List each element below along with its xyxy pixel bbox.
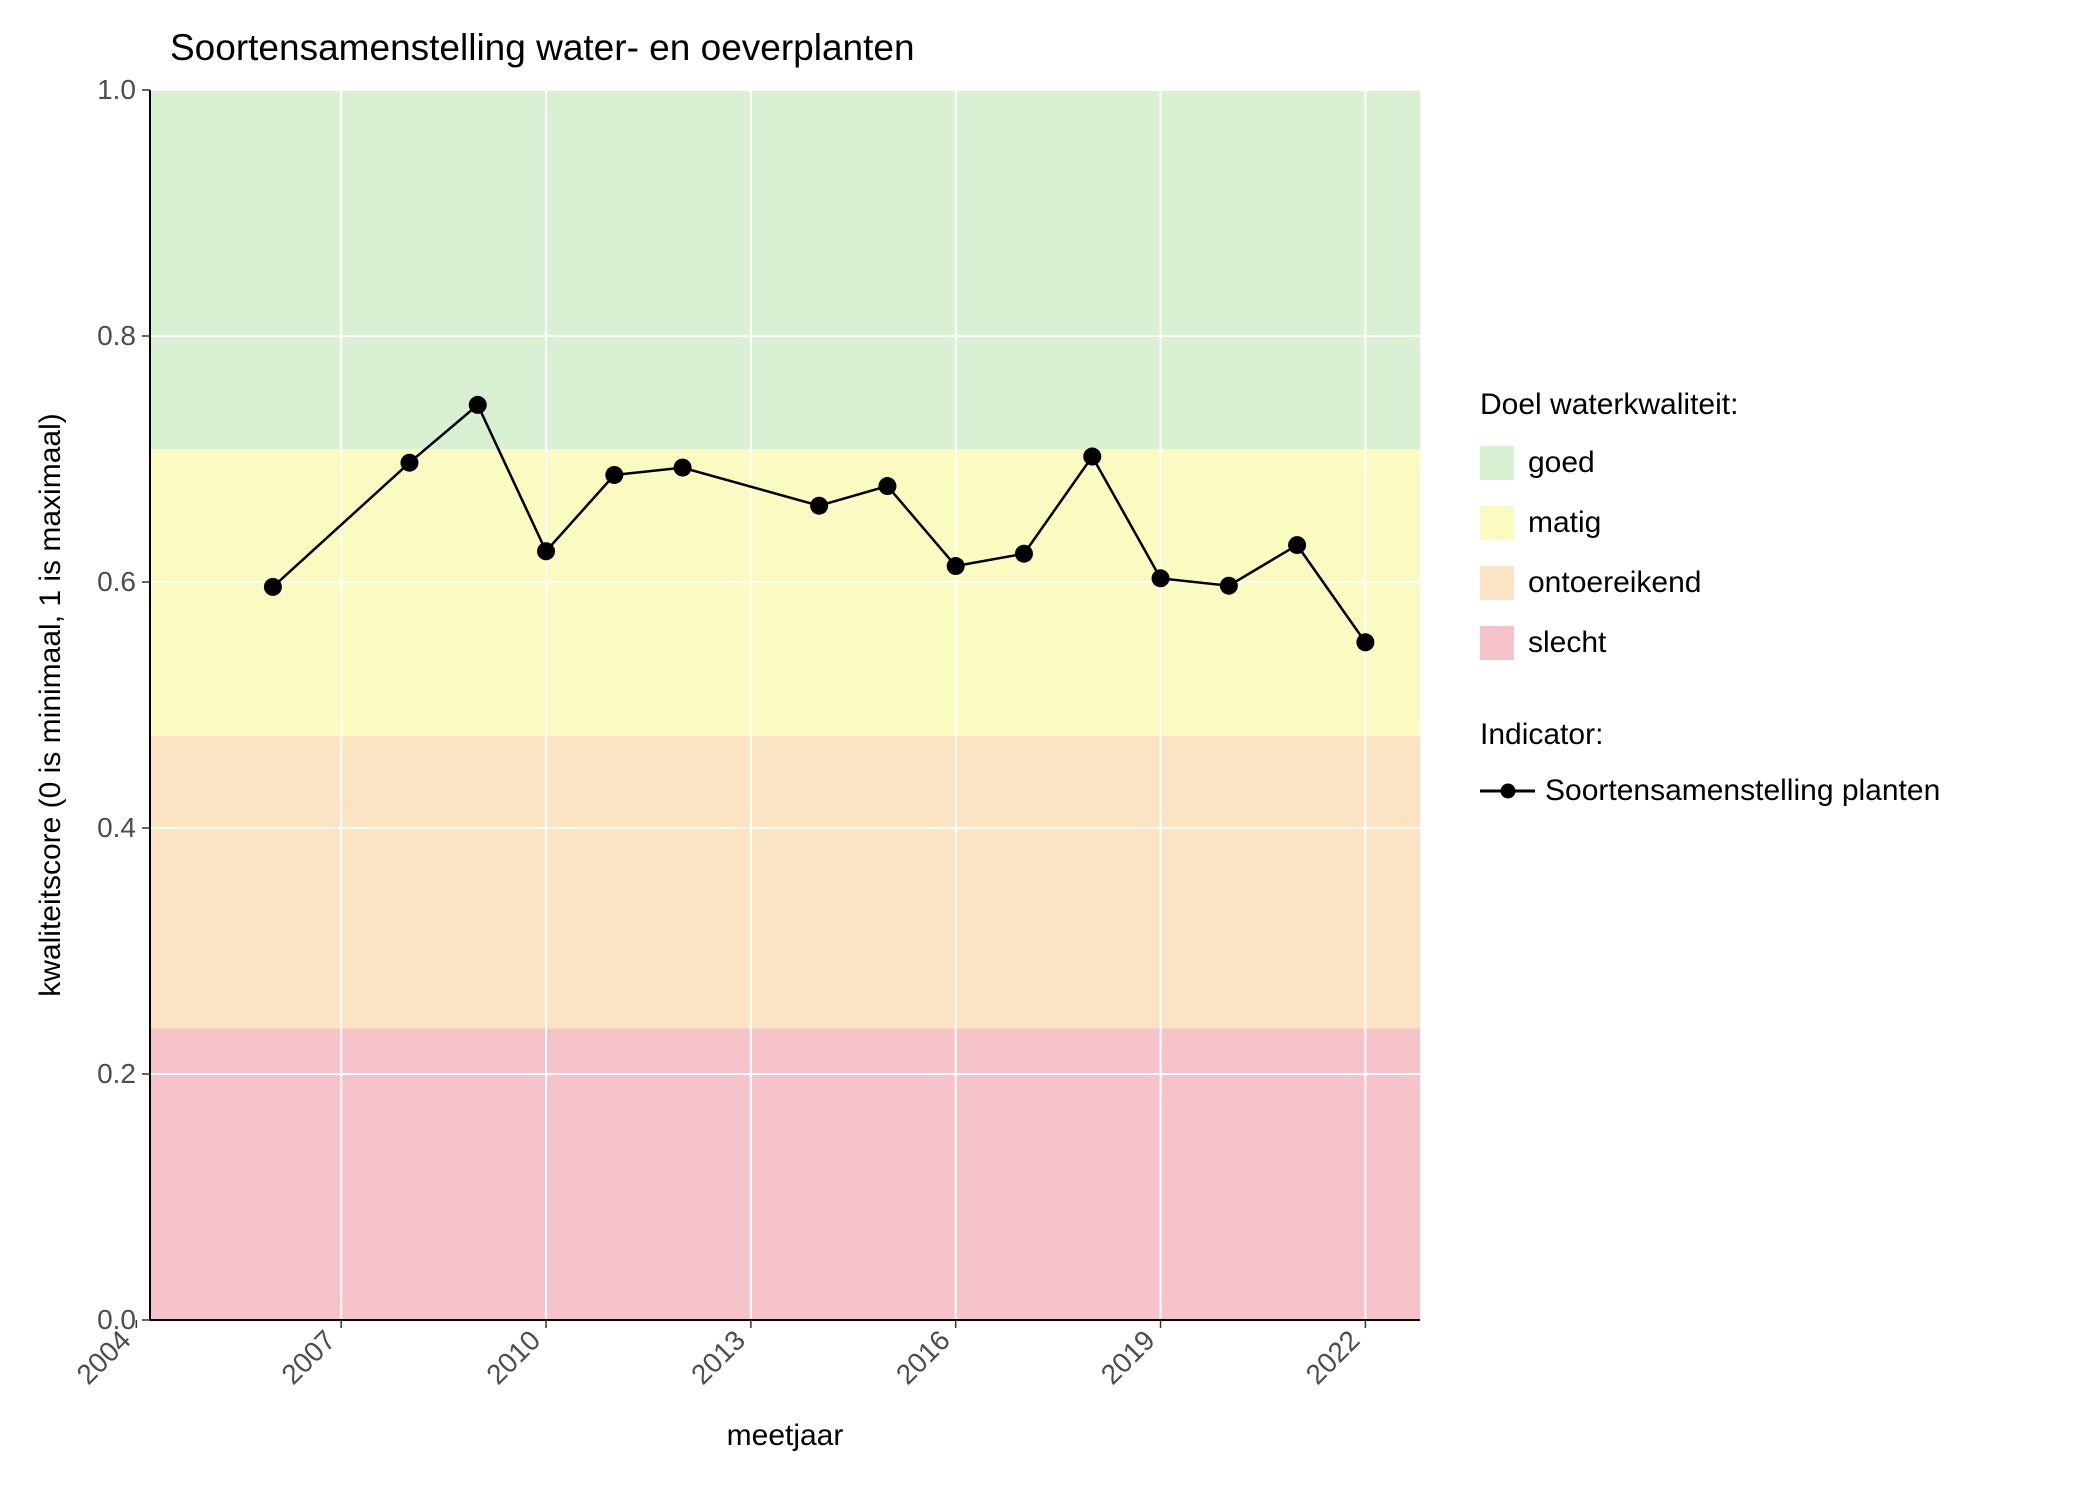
- series-marker: [605, 466, 623, 484]
- series-marker: [1015, 545, 1033, 563]
- y-axis-label: kwaliteitscore (0 is minimaal, 1 is maxi…: [34, 413, 67, 996]
- series-marker: [947, 557, 965, 575]
- legend-quality-title: Doel waterkwaliteit:: [1480, 390, 1940, 420]
- x-tick-label: 2007: [275, 1324, 341, 1390]
- legend-indicator-items: Soortensamenstelling planten: [1480, 776, 1940, 806]
- chart-container: Soortensamenstelling water- en oeverplan…: [0, 0, 2100, 1490]
- x-tick-label: 2013: [685, 1324, 751, 1390]
- legend-quality-item: matig: [1480, 506, 1940, 540]
- series-marker: [1083, 448, 1101, 466]
- series-marker: [1356, 633, 1374, 651]
- y-tick-label: 1.0: [97, 74, 136, 105]
- legend-quality-label: goed: [1528, 448, 1595, 478]
- legend-indicator-item: Soortensamenstelling planten: [1480, 776, 1940, 806]
- series-marker: [674, 459, 692, 477]
- legend-quality-item: goed: [1480, 446, 1940, 480]
- series-marker: [1152, 569, 1170, 587]
- legend-quality-items: goed matig ontoereikend slecht: [1480, 446, 1940, 660]
- x-axis-label: meetjaar: [727, 1419, 844, 1452]
- series-marker: [810, 497, 828, 515]
- legend-quality-item: slecht: [1480, 626, 1940, 660]
- legend-quality-label: ontoereikend: [1528, 568, 1701, 598]
- legend-quality-label: slecht: [1528, 628, 1606, 658]
- legend-indicator-title: Indicator:: [1480, 720, 1940, 750]
- series-marker: [264, 578, 282, 596]
- legend-swatch: [1480, 446, 1514, 480]
- y-tick-label: 0.2: [97, 1058, 136, 1089]
- legend-indicator-label: Soortensamenstelling planten: [1545, 776, 1940, 806]
- y-tick-label: 0.8: [97, 320, 136, 351]
- x-tick-label: 2022: [1300, 1324, 1366, 1390]
- legend-swatch: [1480, 626, 1514, 660]
- legend-quality-label: matig: [1528, 508, 1601, 538]
- indicator-sample: [1480, 790, 1535, 792]
- chart-title: Soortensamenstelling water- en oeverplan…: [170, 27, 915, 68]
- legend-swatch: [1480, 566, 1514, 600]
- series-marker: [1220, 577, 1238, 595]
- x-tick-label: 2016: [890, 1324, 956, 1390]
- y-tick-label: 0.6: [97, 566, 136, 597]
- x-tick-label: 2010: [480, 1324, 546, 1390]
- x-tick-label: 2019: [1095, 1324, 1161, 1390]
- series-marker: [1288, 536, 1306, 554]
- legend-swatch: [1480, 506, 1514, 540]
- chart-plot-area: Soortensamenstelling water- en oeverplan…: [20, 20, 1430, 1470]
- y-tick-label: 0.4: [97, 812, 136, 843]
- series-marker: [469, 396, 487, 414]
- series-marker: [400, 454, 418, 472]
- series-marker: [537, 542, 555, 560]
- legend-quality-item: ontoereikend: [1480, 566, 1940, 600]
- legend-area: Doel waterkwaliteit: goed matig ontoereike…: [1430, 20, 1940, 806]
- chart-svg: Soortensamenstelling water- en oeverplan…: [20, 20, 1430, 1470]
- panel: [150, 90, 1420, 1320]
- series-marker: [878, 477, 896, 495]
